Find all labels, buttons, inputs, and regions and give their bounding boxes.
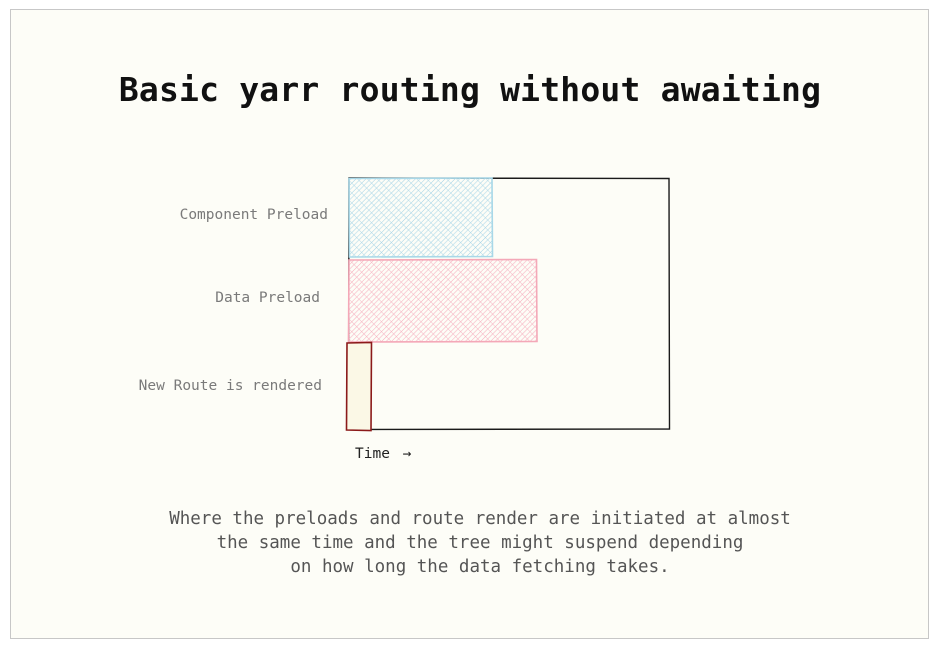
time-axis-text: Time (355, 446, 390, 462)
arrow-right-icon: → (402, 446, 412, 462)
data-preload-bar (347, 258, 538, 343)
row-label-component-preload: Component Preload (179, 207, 328, 223)
caption-line-1: Where the preloads and route render are … (169, 509, 791, 529)
new-route-rendered-bar (345, 341, 373, 432)
caption-line-2: the same time and the tree might suspend… (216, 533, 744, 553)
row-label-new-route-rendered: New Route is rendered (138, 378, 322, 394)
diagram-title: Basic yarr routing without awaiting (118, 70, 822, 109)
diagram-caption: Where the preloads and route render are … (0, 507, 940, 579)
time-axis-label: Time → (355, 446, 411, 462)
row-label-data-preload: Data Preload (215, 290, 320, 306)
caption-line-3: on how long the data fetching takes. (290, 557, 670, 577)
component-preload-bar (348, 177, 494, 258)
